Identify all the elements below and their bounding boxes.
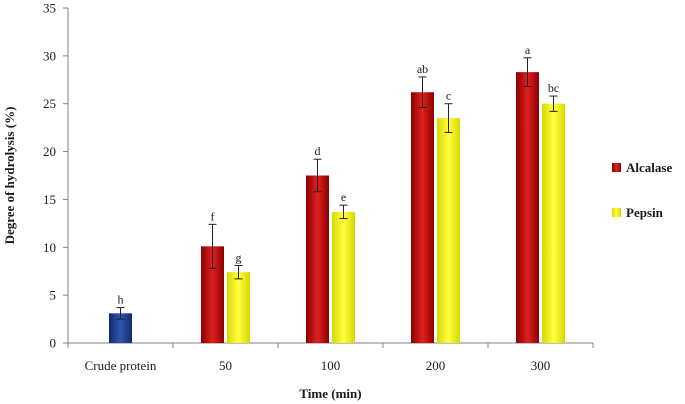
legend-label-alcalase: Alcalase	[626, 160, 672, 175]
bars	[109, 57, 565, 343]
y-tick-label: 25	[43, 96, 56, 111]
y-tick-label: 10	[43, 240, 56, 255]
legend-label-pepsin: Pepsin	[626, 205, 664, 220]
x-tick-label: 300	[531, 358, 551, 373]
x-tick-label: Crude protein	[85, 358, 157, 373]
significance-label: bc	[548, 81, 559, 95]
significance-label: g	[236, 250, 242, 264]
x-tick-label: 100	[321, 358, 341, 373]
significance-label: f	[211, 209, 215, 223]
bar-alcalase	[201, 246, 224, 343]
x-axis-title: Time (min)	[299, 386, 361, 401]
y-tick-label: 0	[50, 336, 57, 351]
x-tick-label: 50	[219, 358, 232, 373]
significance-label: h	[118, 293, 124, 307]
bar-pepsin	[332, 211, 355, 343]
axes: 0 5 10 15 20 25 30 35 Crude protein 50 100 200 300 Ti…	[2, 1, 594, 401]
y-tick-label: 30	[43, 48, 56, 63]
significance-label: d	[315, 144, 321, 158]
significance-label: a	[525, 43, 531, 57]
significance-label: c	[446, 89, 451, 103]
bar-pepsin	[542, 103, 565, 343]
labels: h f d ab a g e c bc	[118, 43, 560, 307]
bar-crude-protein	[109, 313, 132, 343]
x-tick-label: 200	[426, 358, 446, 373]
legend-swatch-alcalase	[612, 163, 621, 172]
y-tick-label: 20	[43, 144, 56, 159]
bar-alcalase	[306, 175, 329, 343]
significance-label: ab	[417, 62, 428, 76]
y-tick-label: 15	[43, 192, 56, 207]
legend-swatch-pepsin	[612, 208, 621, 217]
legend: Alcalase Pepsin	[612, 160, 672, 220]
y-axis-title: Degree of hydrolysis (%)	[2, 107, 17, 245]
bar-pepsin	[227, 272, 250, 343]
bar-alcalase	[411, 92, 434, 343]
bar-alcalase	[516, 72, 539, 343]
y-tick-label: 5	[50, 288, 57, 303]
y-tick-label: 35	[43, 1, 56, 16]
significance-label: e	[341, 190, 346, 204]
bar-pepsin	[437, 118, 460, 343]
